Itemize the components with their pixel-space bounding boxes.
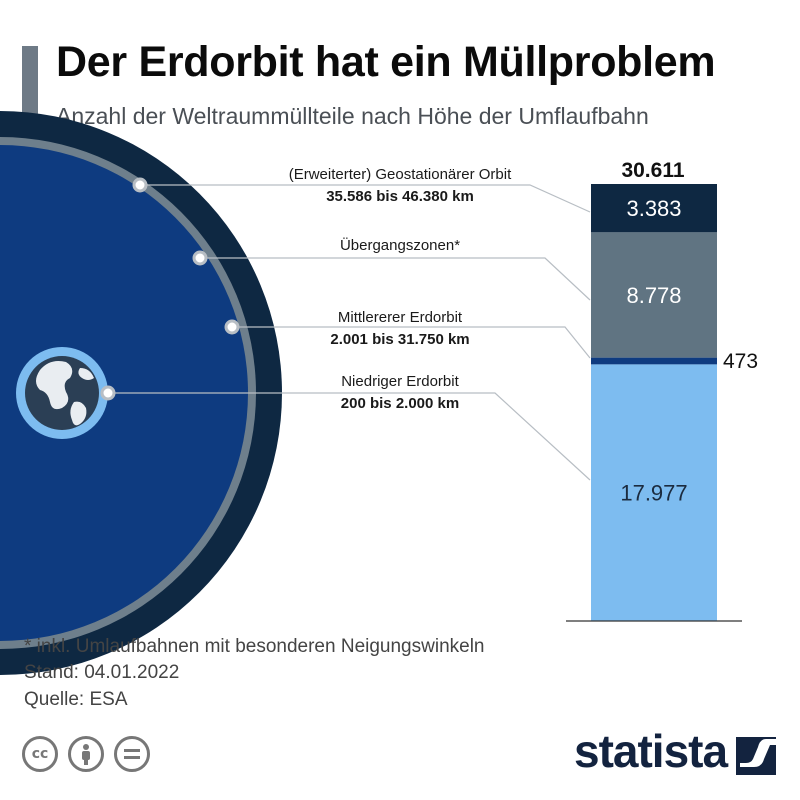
label-meo-name: Mittlererer Erdorbit	[337, 309, 463, 326]
attribution-icon[interactable]	[68, 736, 104, 772]
marker-geo	[132, 177, 148, 193]
label-leo-name: Niedriger Erdorbit	[341, 373, 459, 390]
bar-segment-0	[591, 364, 717, 621]
label-leo-range: 200 bis 2.000 km	[340, 395, 460, 412]
stacked-bar: 17.977 473 8.778 3.383	[591, 184, 758, 621]
leader-line-transition	[200, 257, 591, 301]
earth-continent-south	[70, 401, 87, 426]
bar-segment-1	[591, 357, 717, 365]
footnote-date: Stand: 04.01.2022	[24, 662, 180, 683]
bar-segment-3	[591, 184, 717, 233]
label-geo: (Erweiterter) Geostationärer Orbit 35.58…	[268, 164, 532, 208]
bar-segment-2	[591, 232, 717, 358]
marker-transition	[192, 250, 208, 266]
label-transition-name: Übergangszonen*	[339, 237, 461, 254]
earth-continent-north	[36, 361, 73, 410]
no-derivatives-icon[interactable]	[114, 736, 150, 772]
title-accent-bar	[22, 46, 38, 128]
statista-logo-icon[interactable]	[736, 737, 776, 775]
statista-brand[interactable]: statista	[574, 725, 728, 777]
leader-line-geo	[140, 184, 591, 213]
bar-value-label-0: 17.977	[620, 481, 687, 506]
license-icons: cc	[22, 736, 150, 772]
label-geo-name: (Erweiterter) Geostationärer Orbit	[288, 166, 512, 183]
marker-leo	[100, 385, 116, 401]
earth-continent-east	[78, 368, 94, 380]
bar-value-label-1: 473	[723, 350, 758, 373]
bar-value-label-2: 8.778	[626, 283, 681, 308]
label-leo: Niedriger Erdorbit 200 bis 2.000 km	[300, 371, 500, 415]
bar-value-label-3: 3.383	[626, 196, 681, 221]
label-geo-range: 35.586 bis 46.380 km	[326, 188, 474, 205]
footnote-source: Quelle: ESA	[24, 689, 128, 710]
label-meo-range: 2.001 bis 31.750 km	[330, 331, 470, 348]
label-transition: Übergangszonen*	[310, 235, 490, 257]
marker-meo	[224, 319, 240, 335]
bar-total-label: 30.611	[621, 159, 684, 182]
creative-commons-icon[interactable]: cc	[22, 736, 58, 772]
label-meo: Mittlererer Erdorbit 2.001 bis 31.750 km	[300, 307, 500, 351]
footnote-inclination: * inkl. Umlaufbahnen mit besonderen Neig…	[24, 636, 485, 657]
chart-subtitle: Anzahl der Weltraummüllteile nach Höhe d…	[56, 103, 649, 129]
leader-line-leo	[108, 392, 591, 481]
chart-title: Der Erdorbit hat ein Müllproblem	[56, 38, 716, 86]
leader-line-meo	[232, 326, 591, 359]
